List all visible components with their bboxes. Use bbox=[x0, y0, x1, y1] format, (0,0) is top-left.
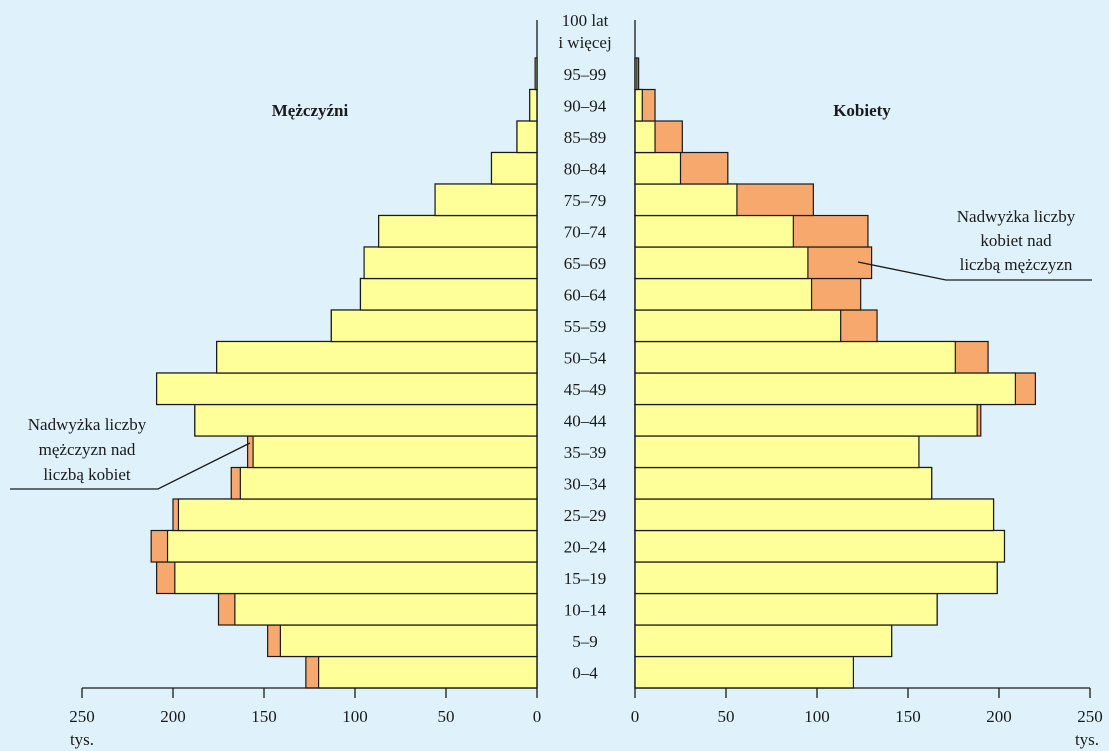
age-label-80-84: 80–84 bbox=[564, 159, 607, 178]
left-panel-title: Mężczyźni bbox=[272, 101, 349, 120]
annotation-female-line1: Nadwyżka liczby bbox=[957, 207, 1076, 226]
female-common-bar-40-44 bbox=[634, 403, 978, 437]
age-label-40-44: 40–44 bbox=[564, 411, 607, 430]
right-tick-label-50: 50 bbox=[718, 707, 735, 726]
female-common-bar-30-34 bbox=[634, 466, 933, 500]
male-common-bar-50-54 bbox=[216, 340, 538, 374]
annotation-male-line3: liczbą kobiet bbox=[43, 465, 131, 484]
annotation-female-line2: kobiet nad bbox=[980, 231, 1052, 250]
female-common-bar-80-84 bbox=[634, 151, 682, 185]
left-tick-label-50: 50 bbox=[438, 707, 455, 726]
male-common-bar-10-14 bbox=[234, 592, 538, 626]
age-label-70-74: 70–74 bbox=[564, 222, 607, 241]
annotation-male-leader bbox=[10, 442, 251, 490]
female-common-bar-55-59 bbox=[634, 309, 842, 343]
female-common-bar-15-19 bbox=[634, 561, 998, 595]
right-unit-label: tys. bbox=[1075, 730, 1099, 749]
age-label-75-79: 75–79 bbox=[564, 191, 607, 210]
right-bars bbox=[634, 57, 1036, 689]
female-common-bar-65-69 bbox=[634, 246, 809, 280]
annotation-male-line1: Nadwyżka liczby bbox=[28, 415, 147, 434]
female-common-bar-75-79 bbox=[634, 183, 738, 217]
left-tick-label-250: 250 bbox=[69, 707, 95, 726]
female-common-bar-35-39 bbox=[634, 435, 920, 469]
male-common-bar-65-69 bbox=[363, 246, 538, 280]
male-common-bar-55-59 bbox=[330, 309, 538, 343]
annotation-female-leader bbox=[857, 261, 1092, 281]
female-common-bar-70-74 bbox=[634, 214, 794, 248]
left-tick-label-100: 100 bbox=[342, 707, 368, 726]
female-common-bar-20-24 bbox=[634, 529, 1006, 563]
age-label-50-54: 50–54 bbox=[564, 348, 607, 367]
annotation-female-line3: liczbą mężczyzn bbox=[960, 255, 1073, 274]
age-label-35-39: 35–39 bbox=[564, 443, 607, 462]
age-label-65-69: 65–69 bbox=[564, 254, 607, 273]
male-common-bar-80-84 bbox=[490, 151, 538, 185]
age-label-45-49: 45–49 bbox=[564, 380, 607, 399]
female-common-bar-45-49 bbox=[634, 372, 1016, 406]
male-common-bar-20-24 bbox=[166, 529, 538, 563]
right-tick-label-200: 200 bbox=[986, 707, 1012, 726]
male-common-bar-70-74 bbox=[378, 214, 538, 248]
male-common-bar-40-44 bbox=[194, 403, 538, 437]
age-label-90-94: 90–94 bbox=[564, 96, 607, 115]
left-tick-label-0: 0 bbox=[533, 707, 542, 726]
female-common-bar-60-64 bbox=[634, 277, 813, 311]
left-tick-label-150: 150 bbox=[251, 707, 277, 726]
female-common-bar-85-89 bbox=[634, 120, 656, 154]
male-common-bar-90-94 bbox=[529, 88, 538, 122]
female-common-bar-0-4 bbox=[634, 655, 854, 689]
male-common-bar-75-79 bbox=[434, 183, 538, 217]
age-label-10-14: 10–14 bbox=[564, 600, 607, 619]
male-common-bar-35-39 bbox=[252, 435, 538, 469]
female-common-bar-5-9 bbox=[634, 624, 893, 658]
age-label-30-34: 30–34 bbox=[564, 474, 607, 493]
age-label-5-9: 5–9 bbox=[572, 632, 598, 651]
age-label-top-line1: 100 lat bbox=[562, 11, 609, 30]
left-bars bbox=[150, 57, 538, 689]
age-label-15-19: 15–19 bbox=[564, 569, 607, 588]
left-unit-label: tys. bbox=[70, 730, 94, 749]
female-common-bar-90-94 bbox=[634, 88, 643, 122]
age-label-95-99: 95–99 bbox=[564, 65, 607, 84]
female-common-bar-50-54 bbox=[634, 340, 956, 374]
right-tick-label-150: 150 bbox=[895, 707, 921, 726]
right-tick-label-250: 250 bbox=[1077, 707, 1103, 726]
annotation-female-excess: Nadwyżka liczby kobiet nad liczbą mężczy… bbox=[857, 207, 1092, 281]
age-label-top-line2: i więcej bbox=[558, 33, 611, 52]
female-common-bar-10-14 bbox=[634, 592, 938, 626]
age-label-85-89: 85–89 bbox=[564, 128, 607, 147]
male-common-bar-85-89 bbox=[516, 120, 538, 154]
female-common-bar-25-29 bbox=[634, 498, 995, 532]
male-common-bar-45-49 bbox=[156, 372, 538, 406]
axes: 0 0 50 50 100 100 150 150 200 200 250 250 bbox=[69, 20, 1103, 726]
age-labels: 0–4 5–9 10–14 15–19 20–24 25–29 30–34 35–39 40–4… bbox=[564, 65, 607, 683]
right-panel-title: Kobiety bbox=[833, 101, 891, 120]
male-common-bar-15-19 bbox=[174, 561, 538, 595]
male-common-bar-5-9 bbox=[279, 624, 538, 658]
age-label-60-64: 60–64 bbox=[564, 285, 607, 304]
age-label-25-29: 25–29 bbox=[564, 506, 607, 525]
left-tick-label-200: 200 bbox=[160, 707, 186, 726]
right-tick-label-0: 0 bbox=[631, 707, 640, 726]
age-label-0-4: 0–4 bbox=[572, 663, 598, 682]
age-label-55-59: 55–59 bbox=[564, 317, 607, 336]
age-label-20-24: 20–24 bbox=[564, 537, 607, 556]
male-common-bar-25-29 bbox=[177, 498, 538, 532]
male-common-bar-0-4 bbox=[318, 655, 538, 689]
annotation-male-excess: Nadwyżka liczby mężczyzn nad liczbą kobi… bbox=[10, 415, 251, 490]
male-common-bar-30-34 bbox=[239, 466, 538, 500]
right-tick-label-100: 100 bbox=[804, 707, 830, 726]
annotation-male-line2: mężczyzn nad bbox=[39, 440, 136, 459]
male-common-bar-60-64 bbox=[359, 277, 538, 311]
